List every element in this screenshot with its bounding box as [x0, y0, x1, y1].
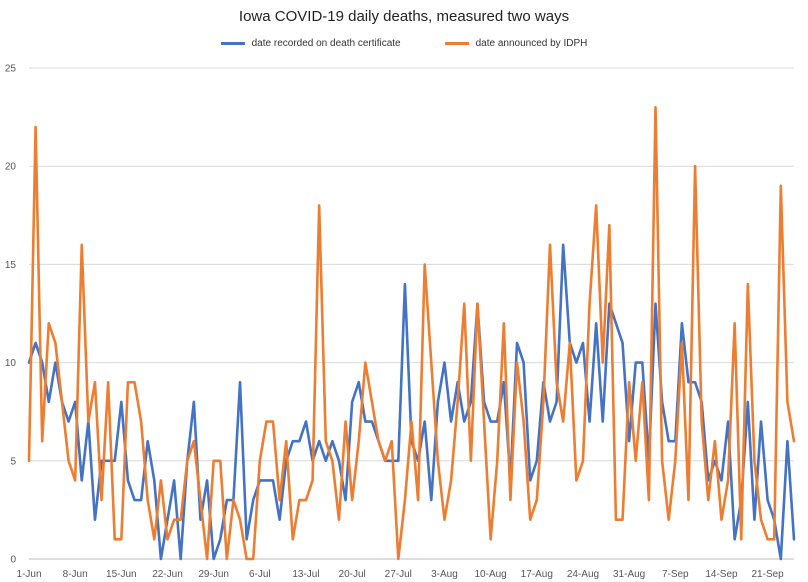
series-line-certificate [27, 243, 796, 561]
series-line-idph [27, 105, 796, 561]
y-tick-label: 5 [10, 456, 16, 467]
x-tick-label: 31-Aug [613, 569, 645, 580]
legend-item-certificate: date recorded on death certificate [220, 38, 401, 49]
y-tick-label: 10 [5, 358, 17, 369]
legend-swatch-idph [444, 42, 469, 45]
y-tick-label: 15 [5, 260, 17, 271]
x-tick-label: 7-Sep [662, 569, 689, 580]
y-tick-label: 20 [5, 162, 17, 173]
legend-swatch-certificate [220, 42, 245, 45]
x-tick-label: 8-Jun [63, 569, 88, 580]
legend-label-certificate: date recorded on death certificate [251, 38, 401, 49]
x-tick-label: 6-Jul [249, 569, 271, 580]
legend-label-idph: date announced by IDPH [475, 38, 588, 49]
x-tick-label: 27-Jul [385, 569, 412, 580]
x-tick-label: 13-Jul [292, 569, 319, 580]
y-tick-label: 0 [10, 555, 16, 566]
x-tick-label: 3-Aug [431, 569, 458, 580]
x-tick-label: 1-Jun [16, 569, 41, 580]
chart-title: Iowa COVID-19 daily deaths, measured two… [238, 8, 570, 25]
x-tick-label: 14-Sep [705, 569, 738, 580]
x-tick-label: 22-Jun [152, 569, 183, 580]
legend: date recorded on death certificate date … [0, 38, 808, 49]
x-tick-label: 20-Jul [339, 569, 366, 580]
x-tick-label: 15-Jun [106, 569, 137, 580]
x-tick-label: 21-Sep [751, 569, 784, 580]
x-tick-label: 29-Jun [198, 569, 229, 580]
x-tick-label: 24-Aug [567, 569, 599, 580]
x-tick-label: 10-Aug [475, 569, 507, 580]
legend-item-idph: date announced by IDPH [444, 38, 588, 49]
y-tick-label: 25 [5, 64, 17, 75]
x-tick-label: 17-Aug [521, 569, 553, 580]
